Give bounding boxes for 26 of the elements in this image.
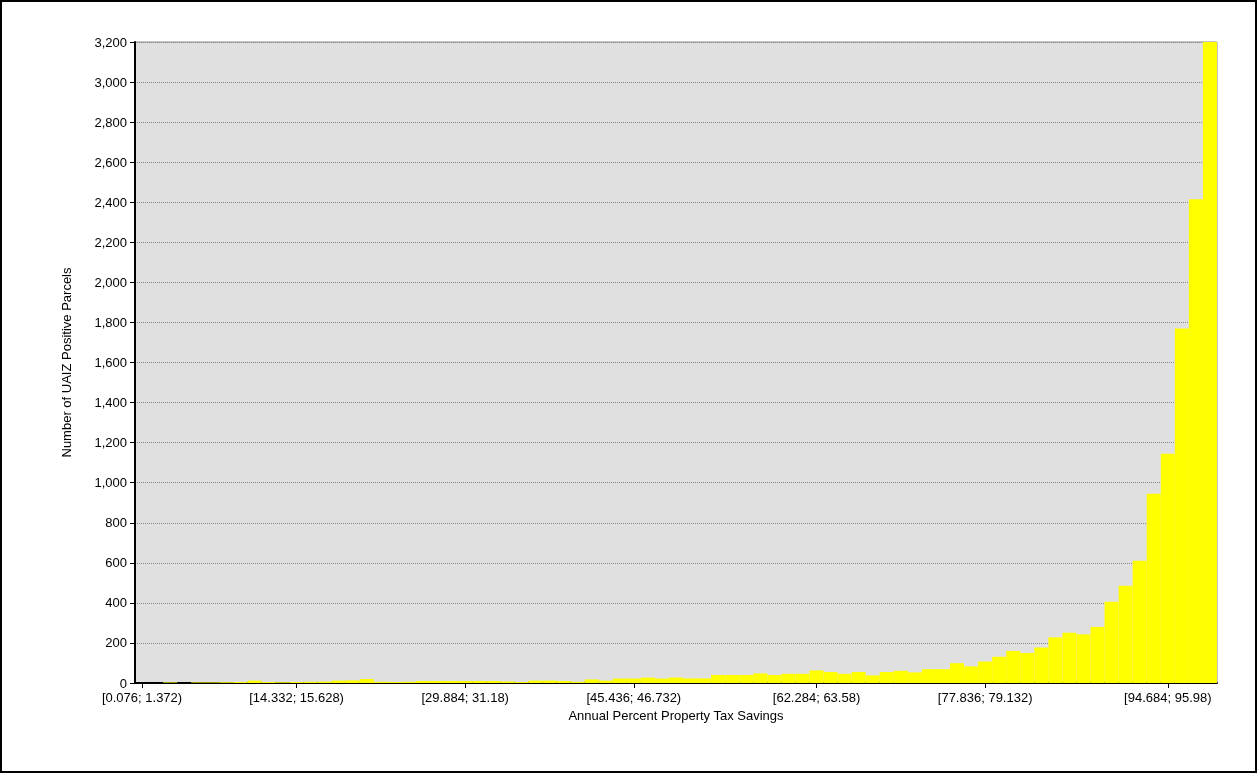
x-tick-label: [0.076; 1.372) [101, 690, 183, 705]
y-tick-label: 800 [105, 515, 127, 531]
y-tick-label: 2,200 [94, 234, 127, 250]
x-tick-label: [45.436; 46.732) [586, 690, 682, 705]
y-tick-label: 3,200 [94, 34, 127, 50]
y-tick-label: 1,200 [94, 435, 127, 451]
y-tick-label: 2,800 [94, 114, 127, 130]
y-tick-label: 2,000 [94, 274, 127, 290]
y-tick-label: 2,400 [94, 194, 127, 210]
y-tick-label: 600 [105, 555, 127, 571]
x-tick-label: [14.332; 15.628) [249, 690, 344, 705]
y-tick-label: 200 [105, 635, 127, 651]
y-tick-label: 1,800 [94, 314, 127, 330]
y-tick-label: 0 [119, 675, 127, 691]
x-tick-label: [77.836; 79.132) [937, 690, 1033, 705]
y-tick-label: 1,400 [94, 395, 127, 411]
y-tick-label: 1,000 [94, 475, 127, 491]
x-tick-label: [62.284; 63.58) [772, 690, 861, 705]
x-tick-label: [94.684; 95.98) [1124, 690, 1212, 705]
y-tick-label: 1,600 [94, 355, 127, 370]
x-tick-label: [29.884; 31.18) [421, 690, 509, 705]
y-tick-label: 2,600 [94, 154, 127, 170]
y-tick-label: 3,000 [94, 74, 127, 90]
y-tick-label: 400 [105, 595, 127, 611]
x-axis-title: Annual Percent Property Tax Savings [568, 708, 785, 723]
y-axis-title: Number of UAIZ Positive Parcels [59, 267, 74, 458]
